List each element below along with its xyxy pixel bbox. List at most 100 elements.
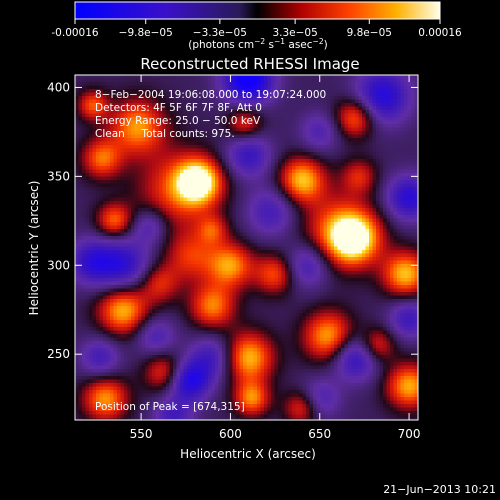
heatmap-cell: [281, 225, 286, 230]
heatmap-cell: [78, 243, 83, 247]
heatmap-cell: [330, 99, 335, 104]
heatmap-cell: [232, 250, 237, 254]
heatmap-cell: [372, 99, 377, 104]
heatmap-cell: [89, 113, 93, 118]
plot-area: [75, 75, 418, 420]
heatmap-cell: [89, 222, 93, 226]
heatmap-cell: [404, 124, 408, 128]
heatmap-cell: [295, 89, 300, 93]
heatmap-cell: [138, 211, 142, 216]
heatmap-cell: [253, 183, 258, 188]
heatmap-cell: [187, 187, 191, 191]
heatmap-cell: [232, 99, 237, 104]
heatmap-cell: [407, 190, 412, 195]
heatmap-cell: [180, 243, 184, 247]
heatmap-cell: [82, 218, 86, 223]
heatmap-cell: [316, 145, 321, 149]
heatmap-cell: [295, 145, 300, 149]
heatmap-cell: [194, 201, 198, 205]
heatmap-cell: [187, 201, 191, 205]
heatmap-cell: [82, 155, 86, 160]
heatmap-cell: [306, 166, 310, 170]
heatmap-cell: [222, 106, 226, 111]
heatmap-cell: [295, 173, 300, 177]
heatmap-cell: [75, 225, 79, 230]
heatmap-cell: [190, 131, 195, 135]
heatmap-cell: [407, 166, 412, 170]
heatmap-cell: [365, 113, 370, 118]
heatmap-cell: [92, 229, 97, 233]
heatmap-cell: [75, 232, 79, 237]
heatmap-cell: [323, 232, 328, 237]
heatmap-cell: [113, 190, 118, 195]
heatmap-cell: [407, 222, 412, 226]
heatmap-cell: [75, 155, 79, 160]
heatmap-cell: [155, 218, 160, 223]
heatmap-cell: [309, 75, 314, 79]
heatmap-cell: [236, 183, 240, 188]
heatmap-cell: [386, 96, 391, 100]
heatmap-cell: [285, 85, 289, 90]
heatmap-cell: [330, 117, 335, 121]
heatmap-cell: [215, 180, 219, 184]
heatmap-cell: [264, 82, 268, 86]
heatmap-cell: [169, 215, 174, 219]
heatmap-cell: [295, 141, 300, 146]
heatmap-cell: [316, 110, 321, 114]
heatmap-cell: [334, 218, 338, 223]
heatmap-cell: [110, 145, 114, 149]
heatmap-cell: [351, 138, 356, 142]
heatmap-cell: [267, 239, 272, 244]
heatmap-cell: [393, 78, 398, 83]
heatmap-cell: [113, 218, 118, 223]
heatmap-cell: [215, 92, 219, 97]
heatmap-cell: [96, 190, 100, 195]
heatmap-cell: [386, 211, 391, 216]
heatmap-cell: [131, 166, 135, 170]
heatmap-cell: [407, 152, 412, 156]
heatmap-cell: [120, 211, 125, 216]
heatmap-cell: [369, 236, 373, 240]
heatmap-cell: [369, 89, 373, 93]
heatmap-cell: [194, 197, 198, 202]
heatmap-cell: [225, 145, 230, 149]
heatmap-cell: [176, 215, 181, 219]
heatmap-cell: [166, 232, 170, 237]
heatmap-cell: [155, 225, 160, 230]
heatmap-cell: [169, 78, 174, 83]
heatmap-cell: [106, 229, 111, 233]
heatmap-cell: [327, 236, 331, 240]
heatmap-cell: [414, 120, 418, 125]
heatmap-cell: [173, 180, 177, 184]
heatmap-cell: [365, 243, 370, 247]
heatmap-cell: [274, 236, 279, 240]
heatmap-cell: [99, 211, 104, 216]
heatmap-cell: [330, 103, 335, 107]
heatmap-cell: [166, 197, 170, 202]
heatmap-cell: [96, 117, 100, 121]
heatmap-cell: [75, 78, 79, 83]
heatmap-cell: [390, 243, 394, 247]
heatmap-cell: [187, 75, 191, 79]
heatmap-cell: [124, 75, 128, 79]
heatmap-cell: [173, 106, 177, 111]
heatmap-cell: [302, 85, 307, 90]
heatmap-cell: [393, 204, 398, 209]
heatmap-cell: [194, 194, 198, 198]
heatmap-cell: [215, 131, 219, 135]
heatmap-cell: [404, 82, 408, 86]
heatmap-cell: [232, 197, 237, 202]
heatmap-cell: [414, 197, 418, 202]
heatmap-cell: [288, 110, 293, 114]
heatmap-cell: [393, 82, 398, 86]
heatmap-cell: [218, 117, 223, 121]
heatmap-cell: [337, 148, 342, 153]
heatmap-cell: [246, 99, 251, 104]
heatmap-cell: [155, 159, 160, 163]
heatmap-cell: [92, 92, 97, 97]
heatmap-cell: [246, 106, 251, 111]
heatmap-cell: [211, 155, 216, 160]
heatmap-cell: [302, 180, 307, 184]
heatmap-cell: [134, 75, 139, 79]
heatmap-cell: [327, 152, 331, 156]
